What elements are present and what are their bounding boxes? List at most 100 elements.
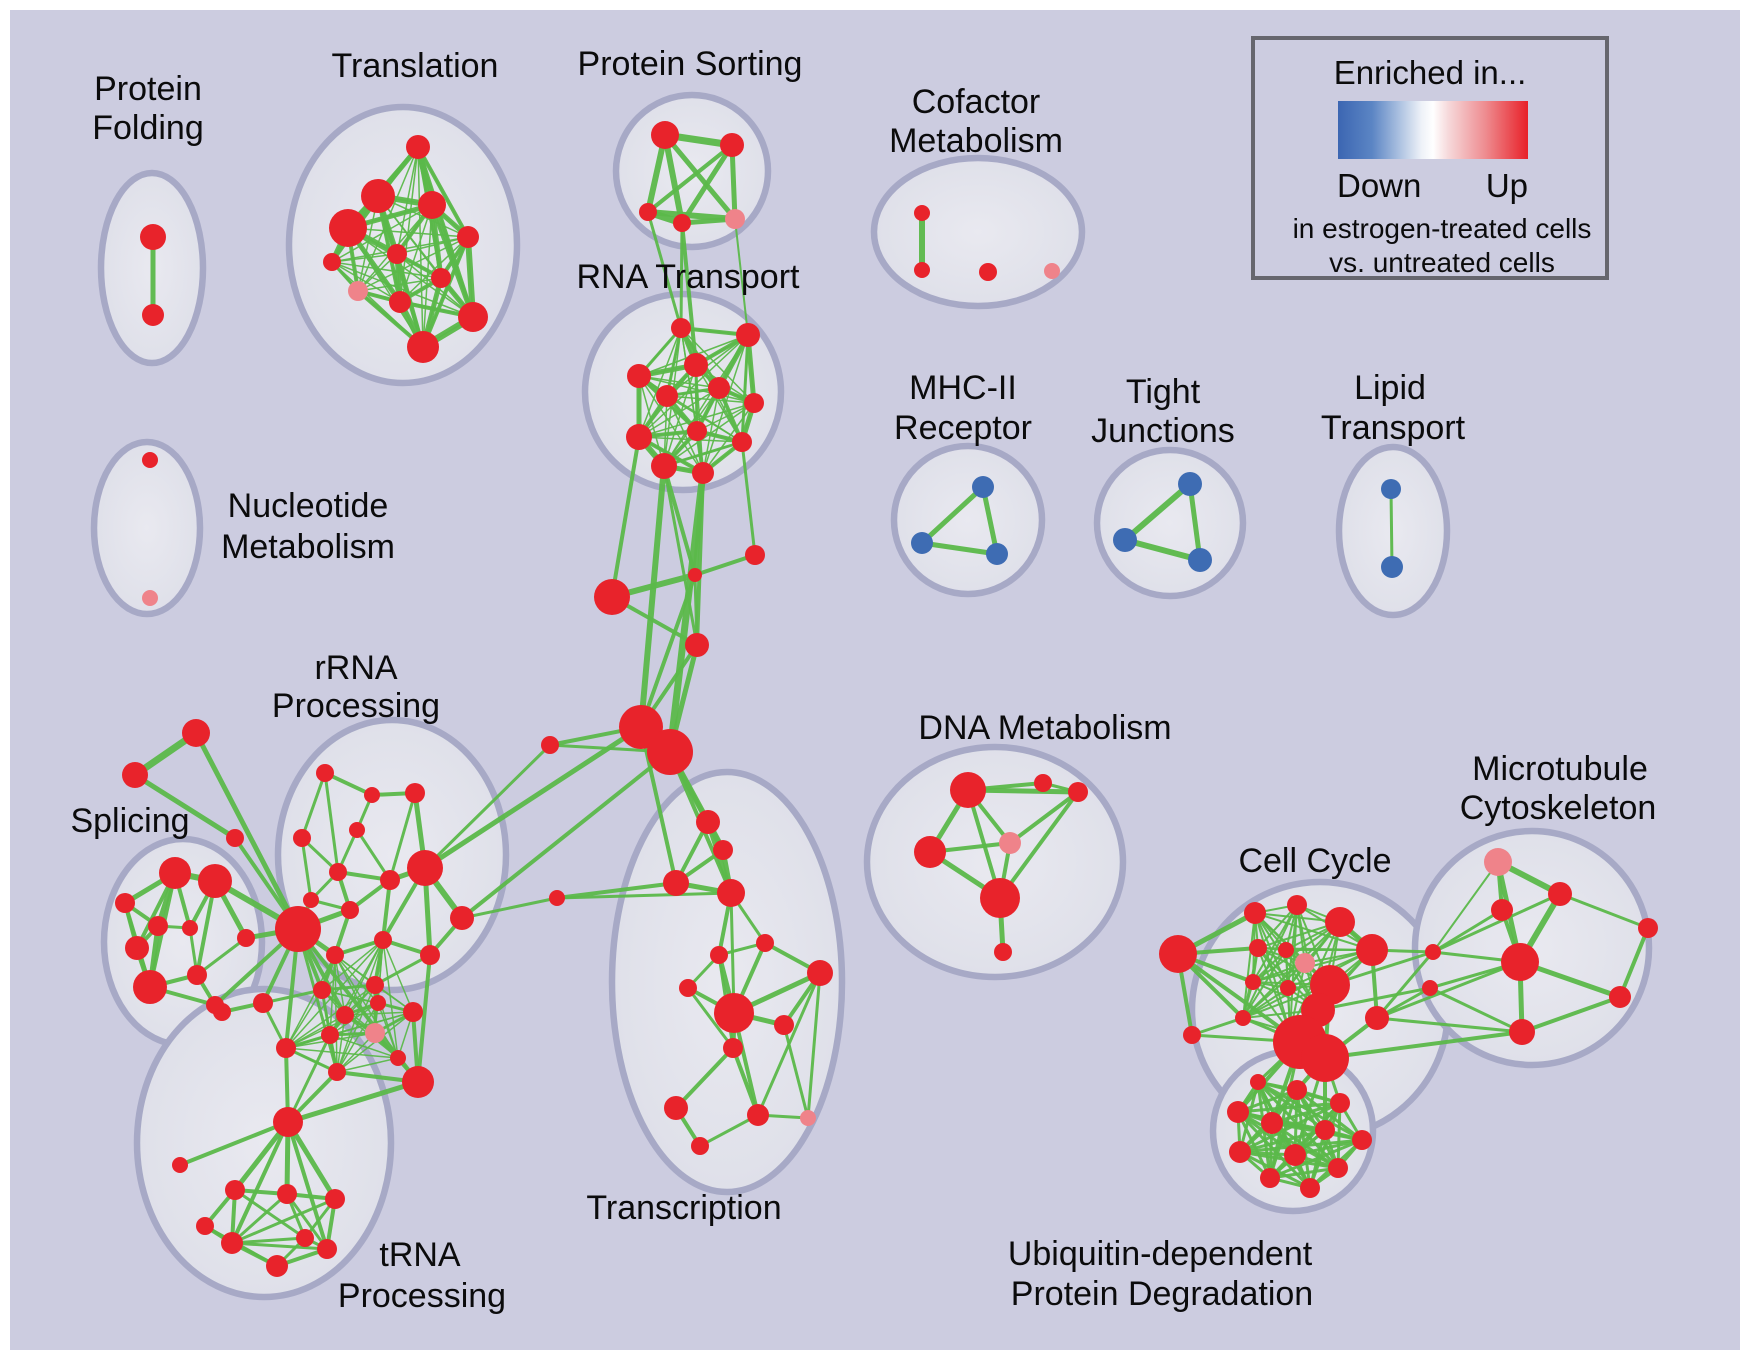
enrichment-edge (638, 463, 667, 730)
enrichment-edge (178, 1120, 290, 1167)
gene-set-node-up (142, 304, 164, 326)
enrichment-edge (347, 227, 469, 238)
enrichment-edge (357, 236, 469, 292)
gene-set-node-up (1356, 934, 1388, 966)
legend-gradient-bar (1338, 101, 1528, 159)
enrichment-edge (357, 277, 442, 292)
gene-set-node-up (1330, 1093, 1350, 1113)
gene-set-node-up (647, 729, 693, 775)
cluster-label-nucleotide-metabolism-line1: Nucleotide (228, 487, 389, 525)
gene-set-node-up (221, 1232, 243, 1254)
gene-set-node-up (980, 878, 1020, 918)
cluster-bubble-nucleotide-metabolism (90, 438, 204, 618)
gene-set-node-up (1280, 980, 1296, 996)
enrichment-edge (233, 1188, 307, 1240)
cluster-label-cofactor-metabolism-line2: Metabolism (889, 122, 1063, 160)
gene-set-node-up (541, 736, 559, 754)
gene-set-node-up (313, 981, 331, 999)
gene-set-node-up (1325, 907, 1355, 937)
enrichment-edge (555, 891, 733, 900)
enrichment-edge (382, 939, 414, 1013)
enrichment-edge (686, 986, 735, 1050)
enrichment-edge (731, 1046, 760, 1117)
gene-set-node-up (692, 462, 714, 484)
cluster-label-lipid-transport-line2: Transport (1321, 409, 1466, 447)
enrichment-edge (347, 227, 474, 318)
legend-subtitle-line1: in estrogen-treated cells (1293, 213, 1592, 244)
cluster-bubble-mhc-ii-receptor (890, 442, 1046, 598)
enrichment-edge (1293, 1138, 1364, 1157)
gene-set-node-up (673, 214, 691, 232)
gene-set-node-up (187, 965, 207, 985)
enrichment-edge (285, 1192, 329, 1251)
gene-set-node-up (293, 829, 311, 847)
gene-set-node-up (1501, 943, 1539, 981)
gene-set-node-up (253, 993, 273, 1013)
gene-set-node-slightly-up (365, 1023, 385, 1043)
gene-set-node-up (206, 996, 224, 1014)
enrichment-edge (285, 989, 323, 1049)
gene-set-node-slightly-up (725, 209, 745, 229)
enrichment-edge (230, 1197, 337, 1245)
gene-set-node-up (329, 209, 367, 247)
gene-set-node-up (159, 857, 191, 889)
gene-set-node-up (736, 323, 760, 347)
enrichment-edge (663, 334, 749, 467)
gene-set-node-up (1261, 1112, 1283, 1134)
enrichment-edge (1520, 995, 1622, 1034)
enrichment-edge (230, 1241, 329, 1251)
gene-set-node-up (457, 226, 479, 248)
gene-set-node-up (182, 920, 198, 936)
enrichment-edge (1268, 1166, 1340, 1180)
gene-set-node-up (663, 870, 689, 896)
gene-set-node-up (140, 224, 166, 250)
enrichment-edge (329, 984, 376, 1036)
enrichment-edge (193, 730, 301, 932)
gene-set-node-slightly-up (1044, 263, 1060, 279)
gene-set-node-slightly-up (142, 590, 158, 606)
gene-set-node-slightly-up (1484, 848, 1512, 876)
gene-set-node-up (418, 191, 446, 219)
enrichment-edge (331, 253, 398, 263)
gene-set-node-up (336, 1006, 354, 1024)
gene-set-node-up (142, 452, 158, 468)
enrichment-edge (729, 142, 738, 222)
gene-set-node-up (1287, 895, 1307, 915)
gene-set-node-up (296, 1229, 314, 1247)
enrichment-edge (919, 540, 1000, 557)
enrichment-edge (646, 210, 683, 330)
legend-down-label: Down (1337, 167, 1421, 204)
enrichment-edge (734, 218, 749, 336)
enrichment-edge (336, 1002, 379, 1073)
gene-set-node-up (370, 995, 386, 1011)
legend-subtitle-line2: vs. untreated cells (1329, 247, 1555, 278)
enrichment-edge (1316, 986, 1432, 1012)
cluster-label-translation: Translation (332, 47, 499, 85)
enrichment-edge (666, 395, 704, 474)
gene-set-node-slightly-up (348, 281, 368, 301)
gene-set-node-up (273, 1107, 303, 1137)
cluster-label-ubiquitin-degradation-line1: Ubiquitin-dependent (1008, 1235, 1313, 1273)
gene-set-node-down (1188, 548, 1212, 572)
enrichment-edge (132, 772, 238, 841)
cluster-label-protein-sorting: Protein Sorting (578, 45, 803, 83)
enrichment-edge (1238, 1128, 1327, 1154)
enrichment-edge (1428, 986, 1524, 1034)
gene-set-node-up (1235, 1010, 1251, 1026)
gene-set-node-up (1301, 1034, 1349, 1082)
legend-up-label: Up (1486, 167, 1528, 204)
enrichment-edge (638, 402, 755, 438)
enrichment-edge (980, 484, 1000, 557)
gene-set-node-up (651, 453, 677, 479)
cluster-label-trna-processing-line1: tRNA (379, 1236, 461, 1274)
enrichment-edge (417, 146, 424, 348)
gene-set-node-up (349, 822, 365, 838)
gene-set-node-up (341, 901, 359, 919)
enrichment-edge (666, 395, 743, 443)
gene-set-node-up (627, 364, 651, 388)
enrichment-edge (693, 553, 757, 577)
gene-set-node-up (1609, 986, 1631, 1008)
enrichment-edge (300, 836, 313, 902)
gene-set-node-up (745, 545, 765, 565)
enrichment-edge (1122, 481, 1193, 543)
